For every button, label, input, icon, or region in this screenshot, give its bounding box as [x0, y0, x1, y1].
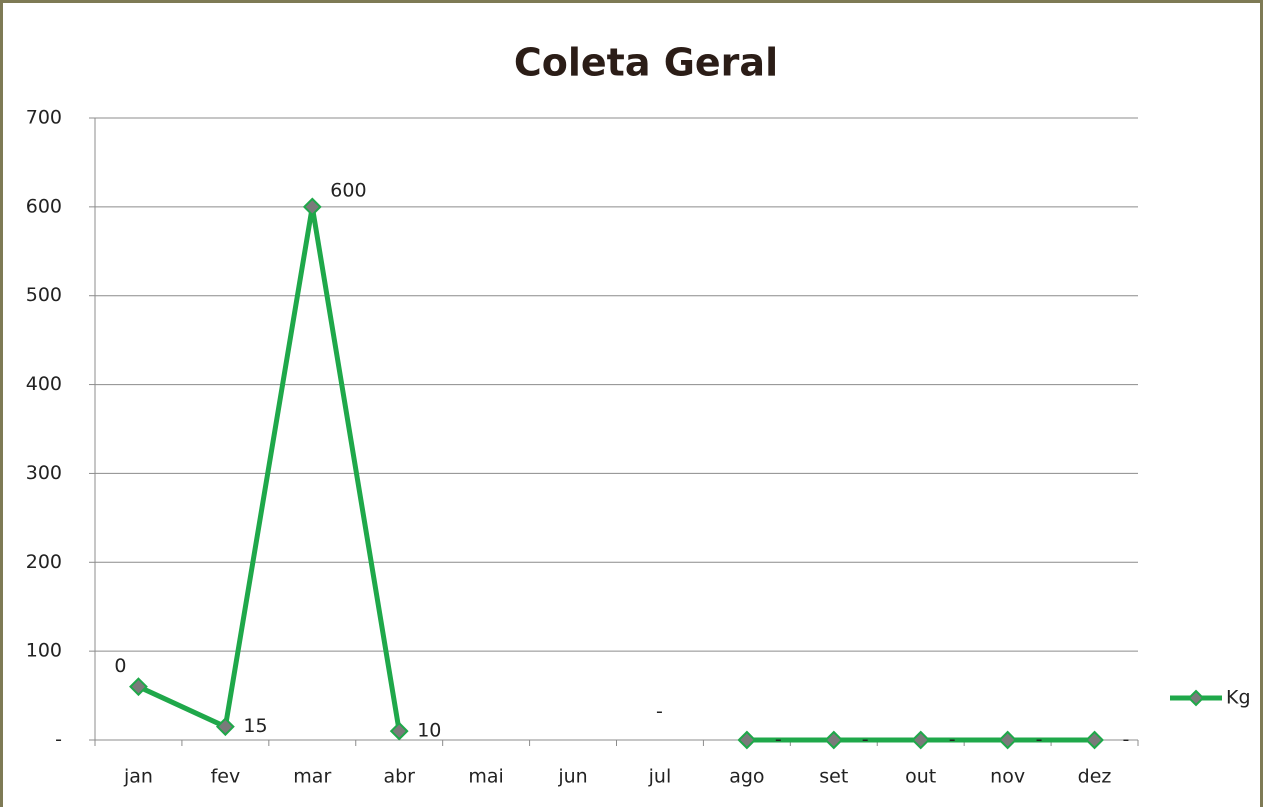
- data-point: [1085, 730, 1104, 750]
- x-tick-label: mai: [468, 766, 503, 788]
- data-point: [824, 730, 844, 750]
- x-tick-label: ago: [729, 766, 764, 788]
- x-tick-label: out: [905, 766, 936, 788]
- data-point: [389, 721, 409, 741]
- x-tick-label: fev: [211, 766, 241, 788]
- y-tick-label: 400: [26, 373, 62, 395]
- data-label: 15: [243, 715, 267, 737]
- data-label: -: [1123, 729, 1130, 751]
- data-point: [737, 730, 757, 750]
- x-tick-label: jan: [123, 766, 153, 788]
- x-tick-label: jul: [648, 766, 672, 788]
- y-tick-label: 600: [26, 195, 62, 217]
- x-tick-label: abr: [383, 766, 415, 788]
- data-label: -: [862, 729, 869, 751]
- y-tick-label: 100: [26, 640, 62, 662]
- data-point: [215, 717, 235, 737]
- chart-title: Coleta Geral: [514, 41, 778, 85]
- y-tick-label: -: [55, 729, 62, 751]
- y-tick-label: 500: [26, 284, 62, 306]
- legend-label: Kg: [1226, 687, 1251, 709]
- data-label: 10: [417, 720, 441, 742]
- data-label: 600: [330, 179, 366, 201]
- x-tick-label: set: [819, 766, 848, 788]
- x-tick-label: jun: [557, 766, 587, 788]
- y-tick-label: 300: [26, 462, 62, 484]
- y-tick-label: 200: [26, 551, 62, 573]
- data-label: -: [1036, 729, 1043, 751]
- data-label: -: [656, 701, 663, 723]
- data-label: -: [775, 729, 782, 751]
- data-point: [129, 677, 148, 697]
- data-point: [911, 730, 931, 750]
- x-tick-label: dez: [1078, 766, 1112, 788]
- series-line: [137, 204, 402, 732]
- y-tick-label: 700: [26, 107, 62, 129]
- data-point: [302, 197, 322, 217]
- data-point: [998, 730, 1018, 750]
- x-tick-label: mar: [293, 766, 331, 788]
- data-label: 0: [114, 655, 126, 677]
- x-tick-label: nov: [990, 766, 1025, 788]
- legend-marker: [1187, 689, 1205, 707]
- data-label: -: [949, 729, 956, 751]
